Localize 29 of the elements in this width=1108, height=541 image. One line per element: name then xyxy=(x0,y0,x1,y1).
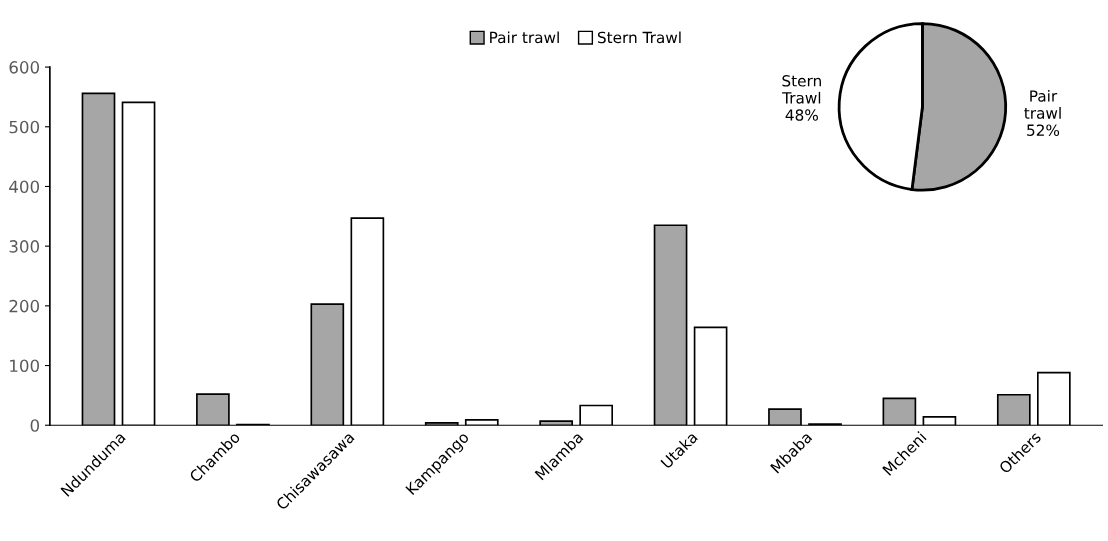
bar xyxy=(693,326,728,426)
y-tick-label: 0 xyxy=(30,419,40,432)
bar xyxy=(922,416,957,426)
y-tick-label: 100 xyxy=(10,359,40,373)
bar xyxy=(424,422,459,426)
slice-label: Stern Trawl xyxy=(782,75,821,104)
bar xyxy=(996,393,1031,426)
bar xyxy=(579,404,614,426)
bar xyxy=(1036,371,1071,426)
bar xyxy=(196,393,230,426)
bar xyxy=(653,224,688,426)
bar xyxy=(350,217,385,426)
data-label: 52% xyxy=(1027,124,1060,136)
bar xyxy=(539,420,573,426)
bar xyxy=(882,397,917,426)
y-tick-label: 600 xyxy=(9,61,40,74)
y-tick-label: 200 xyxy=(9,299,40,313)
bar xyxy=(464,419,499,426)
y-tick-label: 500 xyxy=(9,120,40,134)
slice-label: Pair trawl xyxy=(1024,89,1061,119)
legend-label: Pair trawl xyxy=(490,31,559,44)
bar xyxy=(81,92,116,426)
legend-label: Stern Trawl xyxy=(597,31,681,44)
y-tick-label: 300 xyxy=(9,240,40,253)
bar xyxy=(768,408,802,426)
bar xyxy=(121,101,156,426)
bar xyxy=(310,303,345,426)
data-label: 48% xyxy=(785,109,818,121)
y-tick-label: 400 xyxy=(9,180,40,194)
